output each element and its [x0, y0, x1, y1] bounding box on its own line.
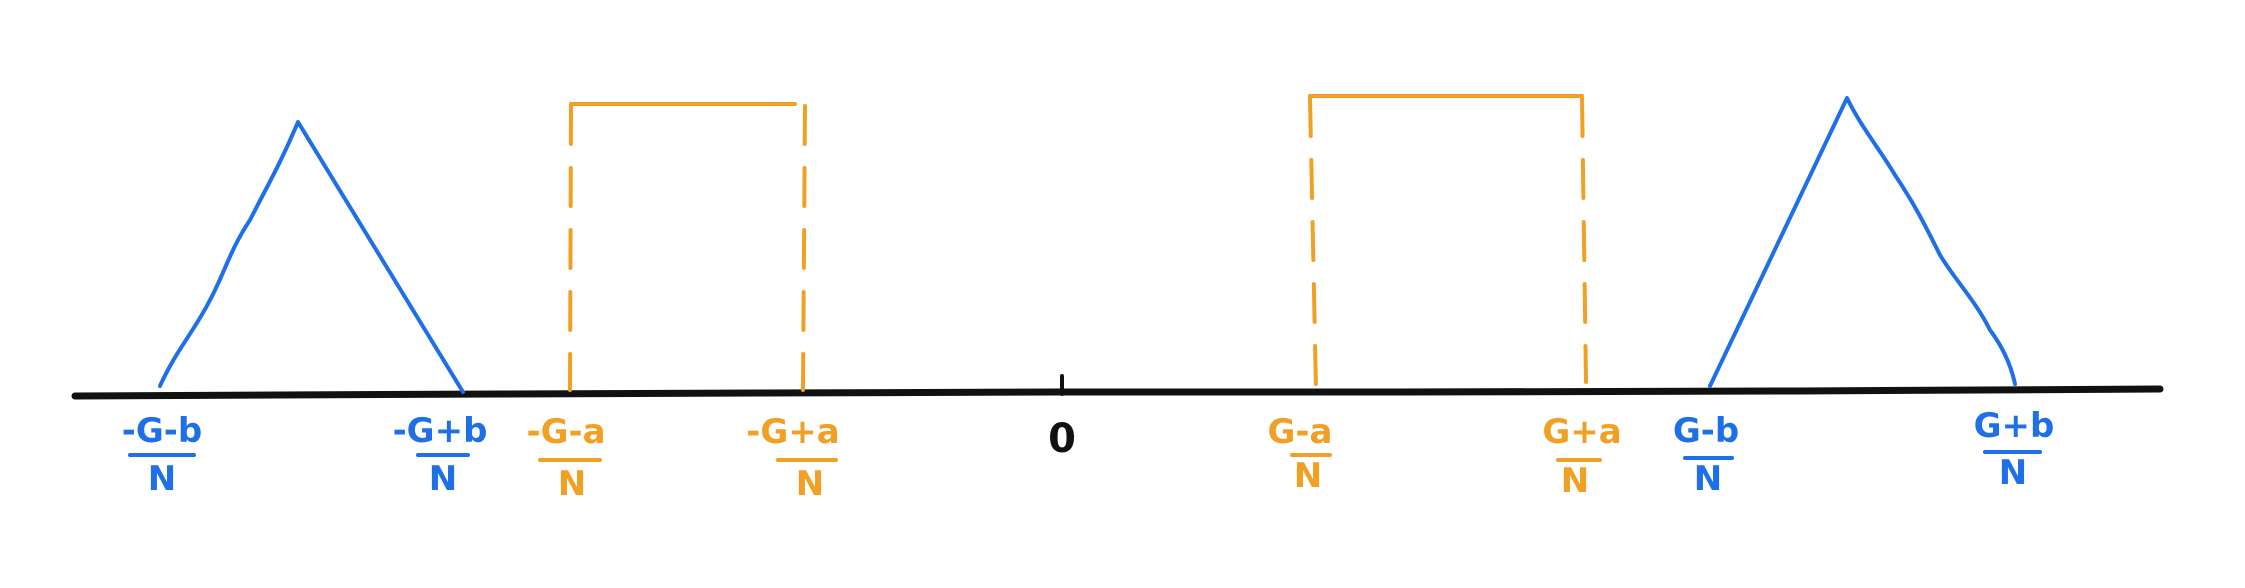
label-numerator: -G-a	[526, 412, 605, 452]
label-numerator: G-b	[1673, 411, 1739, 451]
label-numerator: G-a	[1268, 412, 1333, 452]
label-g-minus-b: G-b N	[1673, 411, 1739, 499]
label-neg-g-minus-a: -G-a N	[526, 412, 605, 504]
label-g-minus-a: G-a N	[1268, 412, 1333, 496]
label-denominator: N	[796, 464, 824, 504]
right-rectangle-shape	[1308, 94, 1588, 392]
left-rectangle-shape	[568, 102, 807, 392]
label-denominator: N	[558, 464, 586, 504]
label-zero: 0	[1048, 416, 1076, 462]
label-g-plus-a: G+a N	[1542, 412, 1621, 501]
label-denominator: N	[1999, 453, 2027, 493]
label-denominator: N	[429, 459, 457, 499]
label-neg-g-minus-b: -G-b N	[122, 411, 202, 499]
right-triangle-shape	[1708, 96, 2017, 388]
label-numerator: -G+a	[746, 412, 839, 452]
label-denominator: N	[148, 459, 176, 499]
left-triangle-shape	[158, 120, 465, 394]
label-denominator: N	[1561, 461, 1589, 501]
label-neg-g-plus-b: -G+b N	[393, 411, 488, 499]
label-neg-g-plus-a: -G+a N	[746, 412, 839, 504]
label-denominator: N	[1294, 456, 1322, 496]
label-g-plus-b: G+b N	[1974, 406, 2055, 493]
label-numerator: G+b	[1974, 406, 2055, 446]
label-numerator: G+a	[1542, 412, 1621, 452]
frequency-axis	[71, 385, 2164, 400]
label-numerator: -G-b	[122, 411, 202, 451]
label-numerator: -G+b	[393, 411, 488, 451]
label-denominator: N	[1694, 459, 1722, 499]
